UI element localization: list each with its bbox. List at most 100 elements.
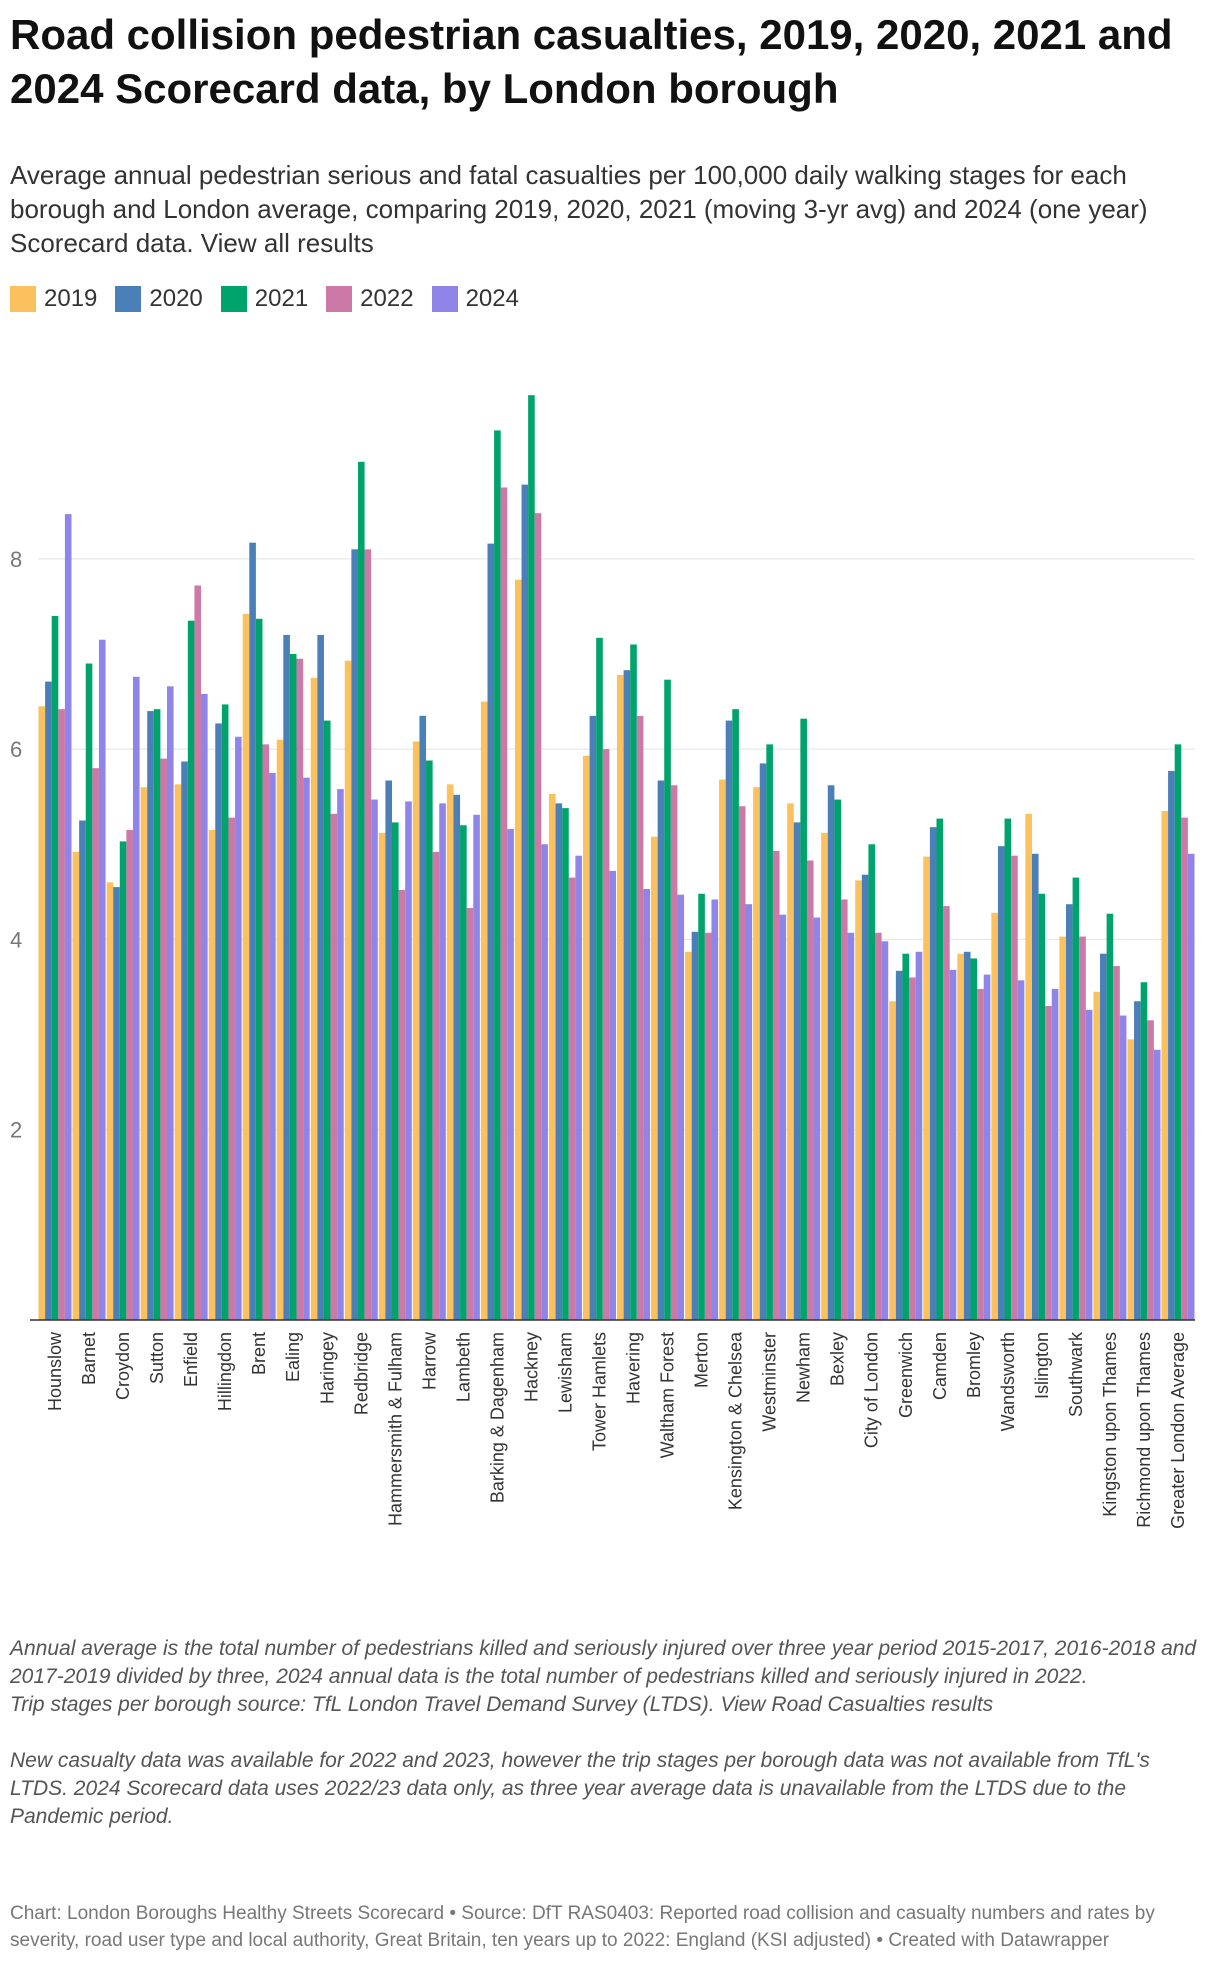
bar-2019-3[interactable]: [140, 787, 148, 1320]
bar-2020-15[interactable]: [555, 803, 563, 1320]
bar-2021-22[interactable]: [800, 718, 807, 1320]
bar-2021-17[interactable]: [630, 644, 637, 1320]
bar-2020-21[interactable]: [759, 763, 767, 1320]
bar-2020-4[interactable]: [181, 761, 188, 1321]
bar-2019-20[interactable]: [719, 779, 726, 1320]
legend-item-2024[interactable]: 2024: [431, 285, 519, 313]
bar-2020-17[interactable]: [623, 670, 631, 1320]
bar-2020-13[interactable]: [487, 543, 495, 1320]
bar-2019-32[interactable]: [1127, 1039, 1135, 1320]
bar-2021-15[interactable]: [562, 808, 569, 1320]
bar-2022-28[interactable]: [1011, 855, 1018, 1320]
bar-2019-15[interactable]: [548, 793, 556, 1320]
bar-2024-29[interactable]: [1051, 988, 1059, 1320]
bar-2024-19[interactable]: [711, 899, 719, 1320]
bar-2021-4[interactable]: [187, 620, 195, 1320]
bar-2022-3[interactable]: [160, 758, 167, 1320]
bar-2020-3[interactable]: [147, 711, 154, 1320]
bar-2021-31[interactable]: [1106, 913, 1114, 1320]
bar-2019-27[interactable]: [957, 953, 964, 1320]
bar-2024-4[interactable]: [201, 693, 208, 1320]
bar-2019-5[interactable]: [208, 830, 216, 1320]
bar-2024-17[interactable]: [643, 888, 651, 1320]
bar-2022-5[interactable]: [228, 817, 236, 1320]
bar-2022-24[interactable]: [875, 932, 882, 1320]
legend-item-2022[interactable]: 2022: [326, 285, 414, 313]
bar-2022-17[interactable]: [636, 715, 644, 1320]
bar-2024-23[interactable]: [847, 932, 855, 1320]
bar-2019-13[interactable]: [480, 701, 488, 1320]
bar-2024-11[interactable]: [439, 803, 446, 1320]
bar-2021-6[interactable]: [255, 618, 263, 1320]
bar-2020-10[interactable]: [385, 780, 393, 1320]
bar-2021-8[interactable]: [323, 720, 331, 1320]
bar-2019-31[interactable]: [1093, 991, 1101, 1320]
bar-2024-25[interactable]: [915, 951, 923, 1320]
bar-2022-16[interactable]: [602, 749, 610, 1320]
bar-2021-7[interactable]: [289, 653, 297, 1320]
bar-2024-18[interactable]: [677, 894, 685, 1320]
legend-item-2019[interactable]: 2019: [10, 285, 97, 313]
bar-2021-10[interactable]: [392, 822, 399, 1320]
bar-2024-9[interactable]: [371, 799, 378, 1320]
bar-2019-16[interactable]: [582, 755, 590, 1320]
bar-2021-13[interactable]: [494, 430, 501, 1320]
bar-2020-0[interactable]: [45, 681, 52, 1320]
bar-2022-27[interactable]: [977, 988, 984, 1320]
bar-2021-23[interactable]: [834, 799, 841, 1320]
bar-2022-26[interactable]: [943, 906, 950, 1320]
bar-2020-20[interactable]: [725, 720, 733, 1320]
bar-2022-18[interactable]: [670, 785, 678, 1320]
bar-2020-19[interactable]: [691, 931, 699, 1320]
bar-2019-30[interactable]: [1059, 936, 1066, 1320]
bar-2022-25[interactable]: [909, 977, 916, 1320]
bar-2022-32[interactable]: [1147, 1020, 1154, 1320]
bar-2022-33[interactable]: [1181, 817, 1188, 1320]
bar-2021-1[interactable]: [85, 663, 93, 1321]
bar-2022-12[interactable]: [466, 908, 474, 1320]
bar-2019-11[interactable]: [412, 741, 420, 1320]
bar-2019-24[interactable]: [855, 880, 862, 1320]
bar-2024-13[interactable]: [507, 829, 514, 1320]
bar-2020-12[interactable]: [453, 794, 461, 1320]
bar-2024-8[interactable]: [337, 789, 344, 1320]
bar-2019-14[interactable]: [514, 579, 522, 1320]
bar-2019-19[interactable]: [685, 951, 692, 1320]
bar-2020-24[interactable]: [861, 874, 869, 1320]
bar-2020-9[interactable]: [351, 549, 358, 1320]
bar-2021-11[interactable]: [426, 760, 433, 1320]
bar-2019-12[interactable]: [446, 784, 454, 1320]
bar-2022-6[interactable]: [262, 744, 270, 1320]
bar-2019-18[interactable]: [651, 836, 658, 1320]
bar-2021-3[interactable]: [153, 709, 161, 1320]
bar-2022-9[interactable]: [364, 549, 372, 1320]
bar-2019-0[interactable]: [38, 706, 46, 1320]
bar-2024-30[interactable]: [1085, 1009, 1093, 1320]
bar-2019-6[interactable]: [242, 614, 250, 1320]
bar-2019-9[interactable]: [344, 660, 352, 1320]
bar-2021-19[interactable]: [698, 893, 705, 1320]
bar-2022-11[interactable]: [432, 851, 440, 1320]
bar-2021-12[interactable]: [460, 825, 467, 1320]
bar-2024-26[interactable]: [949, 969, 957, 1320]
bar-2020-29[interactable]: [1031, 853, 1039, 1320]
bar-2020-6[interactable]: [249, 542, 256, 1320]
bar-2022-20[interactable]: [738, 806, 746, 1320]
bar-2024-12[interactable]: [473, 814, 480, 1320]
bar-2020-26[interactable]: [929, 827, 937, 1320]
bar-2019-28[interactable]: [991, 912, 998, 1320]
bar-2021-26[interactable]: [936, 818, 944, 1320]
legend-item-2021[interactable]: 2021: [220, 285, 308, 313]
bar-2022-14[interactable]: [534, 513, 542, 1320]
bar-2024-20[interactable]: [745, 904, 753, 1320]
bar-2024-24[interactable]: [881, 941, 889, 1320]
bar-2024-21[interactable]: [779, 914, 787, 1320]
bar-2019-26[interactable]: [923, 856, 930, 1320]
bar-2019-7[interactable]: [276, 739, 284, 1320]
bar-2021-27[interactable]: [970, 958, 978, 1320]
bar-2021-32[interactable]: [1140, 982, 1148, 1320]
bar-2019-23[interactable]: [821, 832, 828, 1320]
legend-item-2020[interactable]: 2020: [115, 285, 203, 313]
bar-2021-30[interactable]: [1072, 877, 1080, 1320]
bar-2020-22[interactable]: [793, 822, 801, 1320]
